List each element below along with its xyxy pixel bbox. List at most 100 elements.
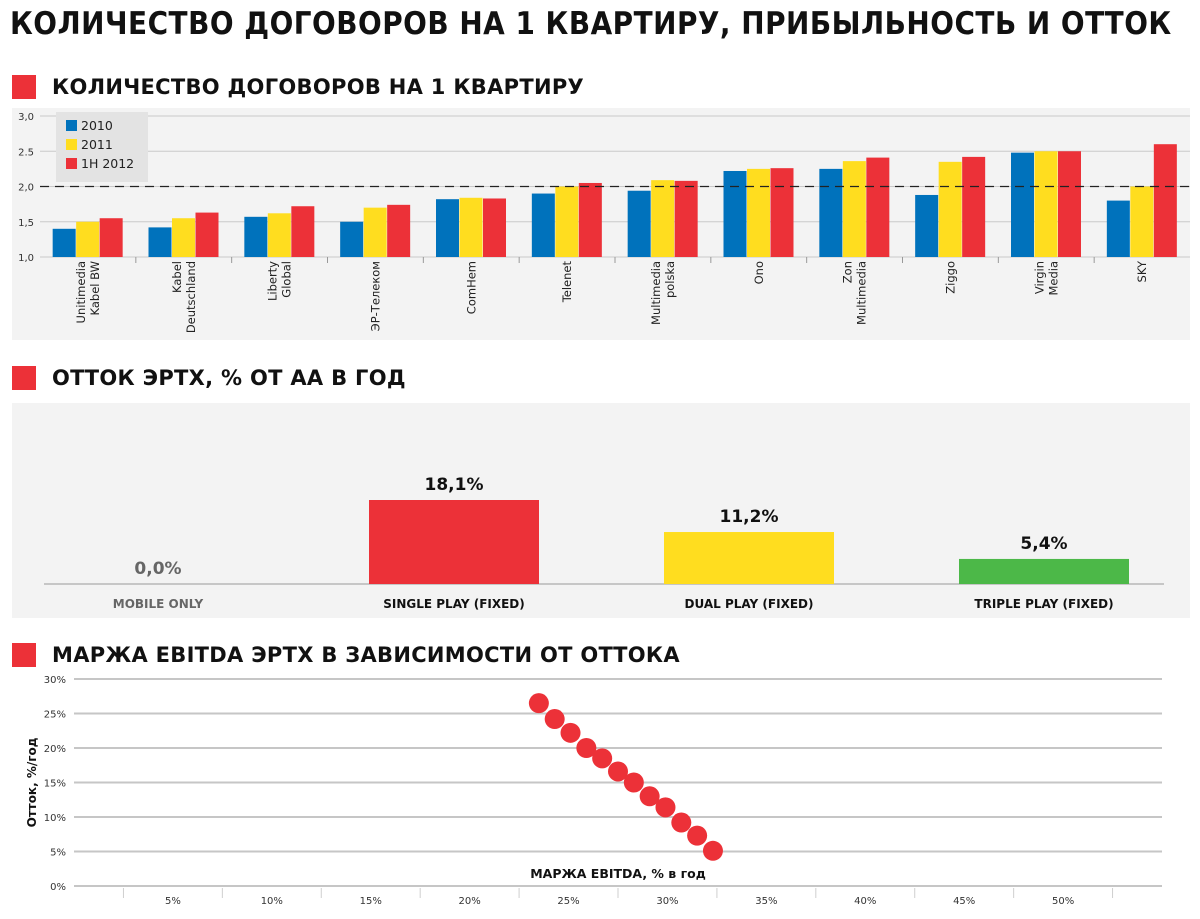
x-tick-label: 35% <box>755 896 777 907</box>
bar-2011 <box>842 161 866 257</box>
category-label-line: Telenet <box>560 261 574 304</box>
y-tick-label: 2.5 <box>18 147 34 158</box>
category-label: TRIPLE PLAY (FIXED) <box>974 597 1113 611</box>
x-tick-label: 45% <box>953 896 975 907</box>
y-tick-label: 1,5 <box>18 218 34 229</box>
bar-2011 <box>938 161 962 257</box>
bar-1h-2012 <box>387 204 411 257</box>
margin-chart-panel: 0% 5% 10% 15% 20% 25% 30% 5% 10% 15% 20% 25% 30% 35% 4… <box>0 668 1200 915</box>
y-axis-label: Отток, %/год <box>25 737 39 827</box>
section-title-contracts: КОЛИЧЕСТВО ДОГОВОРОВ НА 1 КВАРТИРУ <box>52 75 585 99</box>
category-label: ЭР-Телеком <box>368 261 382 331</box>
bar-2010 <box>627 190 651 257</box>
bar-1h-2012 <box>99 218 123 257</box>
bar-2010 <box>531 193 555 257</box>
category-label-line: ComHem <box>464 261 478 314</box>
scatter-point <box>702 840 723 861</box>
value-label: 0,0% <box>134 559 181 579</box>
category-label: Unitimedia Kabel BW <box>74 261 102 323</box>
bar-1h-2012 <box>674 180 698 257</box>
section-header-churn: ОТТОК ЭРТХ, % ОТ АА В ГОД <box>12 364 406 392</box>
category-label-line: Liberty <box>266 261 280 301</box>
y-tick-label: 2,0 <box>18 183 34 194</box>
category-label-line: Unitimedia <box>74 261 88 323</box>
bar-1h-2012 <box>1153 144 1177 257</box>
x-tick-label: 25% <box>557 896 579 907</box>
x-tick-label: 15% <box>360 896 382 907</box>
bar-2010 <box>723 170 747 257</box>
legend-label: 2011 <box>81 137 113 152</box>
category-label-line: Virgin <box>1032 261 1046 294</box>
bar-2011 <box>1034 151 1058 257</box>
scatter-point <box>576 738 597 758</box>
churn-bar <box>959 558 1129 584</box>
x-tick-label: 40% <box>854 896 876 907</box>
bar-1h-2012 <box>578 182 602 257</box>
category-label-line: SKY <box>1135 260 1149 282</box>
scatter-point <box>639 786 660 807</box>
page-title: КОЛИЧЕСТВО ДОГОВОРОВ НА 1 КВАРТИРУ, ПРИБ… <box>10 6 1172 42</box>
bar-2010 <box>436 199 459 257</box>
legend-label: 1H 2012 <box>81 156 134 171</box>
category-label: Ono <box>752 261 766 284</box>
y-tick-label: 3,0 <box>18 112 34 123</box>
bar-2011 <box>747 168 770 257</box>
legend: 2010 2011 1H 2012 <box>56 112 148 182</box>
category-label: Kabel Deutschland <box>170 261 198 333</box>
category-label: Zon Multimedia <box>841 261 869 325</box>
bar-1h-2012 <box>291 206 315 257</box>
bar-2011 <box>172 218 195 257</box>
category-label-line: Zon <box>841 261 855 283</box>
churn-bar <box>369 500 539 584</box>
scatter-point <box>687 825 708 846</box>
x-tick-label: 30% <box>656 896 678 907</box>
category-label: SKY <box>1135 260 1149 282</box>
scatter-point <box>671 812 692 833</box>
bar-1h-2012 <box>195 212 219 257</box>
bar-2011 <box>1130 186 1154 257</box>
section-marker-icon <box>12 366 36 390</box>
bar-2010 <box>1106 200 1130 257</box>
legend-swatch <box>66 158 77 169</box>
bar-2010 <box>148 227 172 257</box>
category-label-line: Global <box>280 261 294 298</box>
value-label: 11,2% <box>720 507 779 527</box>
x-tick-label: 5% <box>165 896 181 907</box>
section-marker-icon <box>12 75 36 99</box>
bar-1h-2012 <box>483 198 506 257</box>
scatter-point <box>544 709 565 730</box>
bar-2010 <box>1011 152 1034 257</box>
bar-2011 <box>267 213 291 257</box>
value-label: 18,1% <box>425 475 484 495</box>
bar-1h-2012 <box>866 157 890 257</box>
category-label: Telenet <box>560 261 574 304</box>
bar-2011 <box>555 186 579 257</box>
category-label: MOBILE ONLY <box>113 597 204 611</box>
x-axis-label: МАРЖА EBITDA, % в год <box>530 866 706 881</box>
x-tick-label: 50% <box>1052 896 1074 907</box>
category-label-line: Media <box>1046 261 1060 296</box>
bar-2010 <box>819 168 843 257</box>
bar-2010 <box>340 221 364 257</box>
scatter-point <box>623 772 644 793</box>
churn-bar-chart: 0,0% MOBILE ONLY 18,1% SINGLE PLAY (FIXED) 1… <box>44 475 1164 611</box>
scatter-point <box>528 693 549 714</box>
bar-2010 <box>52 228 76 257</box>
bar-2010 <box>915 194 939 257</box>
y-tick-label: 10% <box>44 813 66 824</box>
category-label-line: Ziggo <box>943 261 957 294</box>
category-label-line: Ono <box>752 261 766 284</box>
churn-chart-panel: 0,0% MOBILE ONLY 18,1% SINGLE PLAY (FIXED) 1… <box>12 403 1190 618</box>
y-tick-label: 20% <box>44 744 66 755</box>
category-label-line: Multimedia <box>855 261 869 325</box>
section-marker-icon <box>12 643 36 667</box>
bar-1h-2012 <box>1058 151 1081 257</box>
value-label: 5,4% <box>1020 534 1067 554</box>
category-label-line: polska <box>663 261 677 298</box>
y-tick-label: 1,0 <box>18 253 34 264</box>
bar-2010 <box>244 216 268 257</box>
y-tick-label: 30% <box>44 675 66 686</box>
scatter-point <box>592 748 613 769</box>
bar-2011 <box>459 197 483 257</box>
category-label-line: Deutschland <box>184 261 198 333</box>
